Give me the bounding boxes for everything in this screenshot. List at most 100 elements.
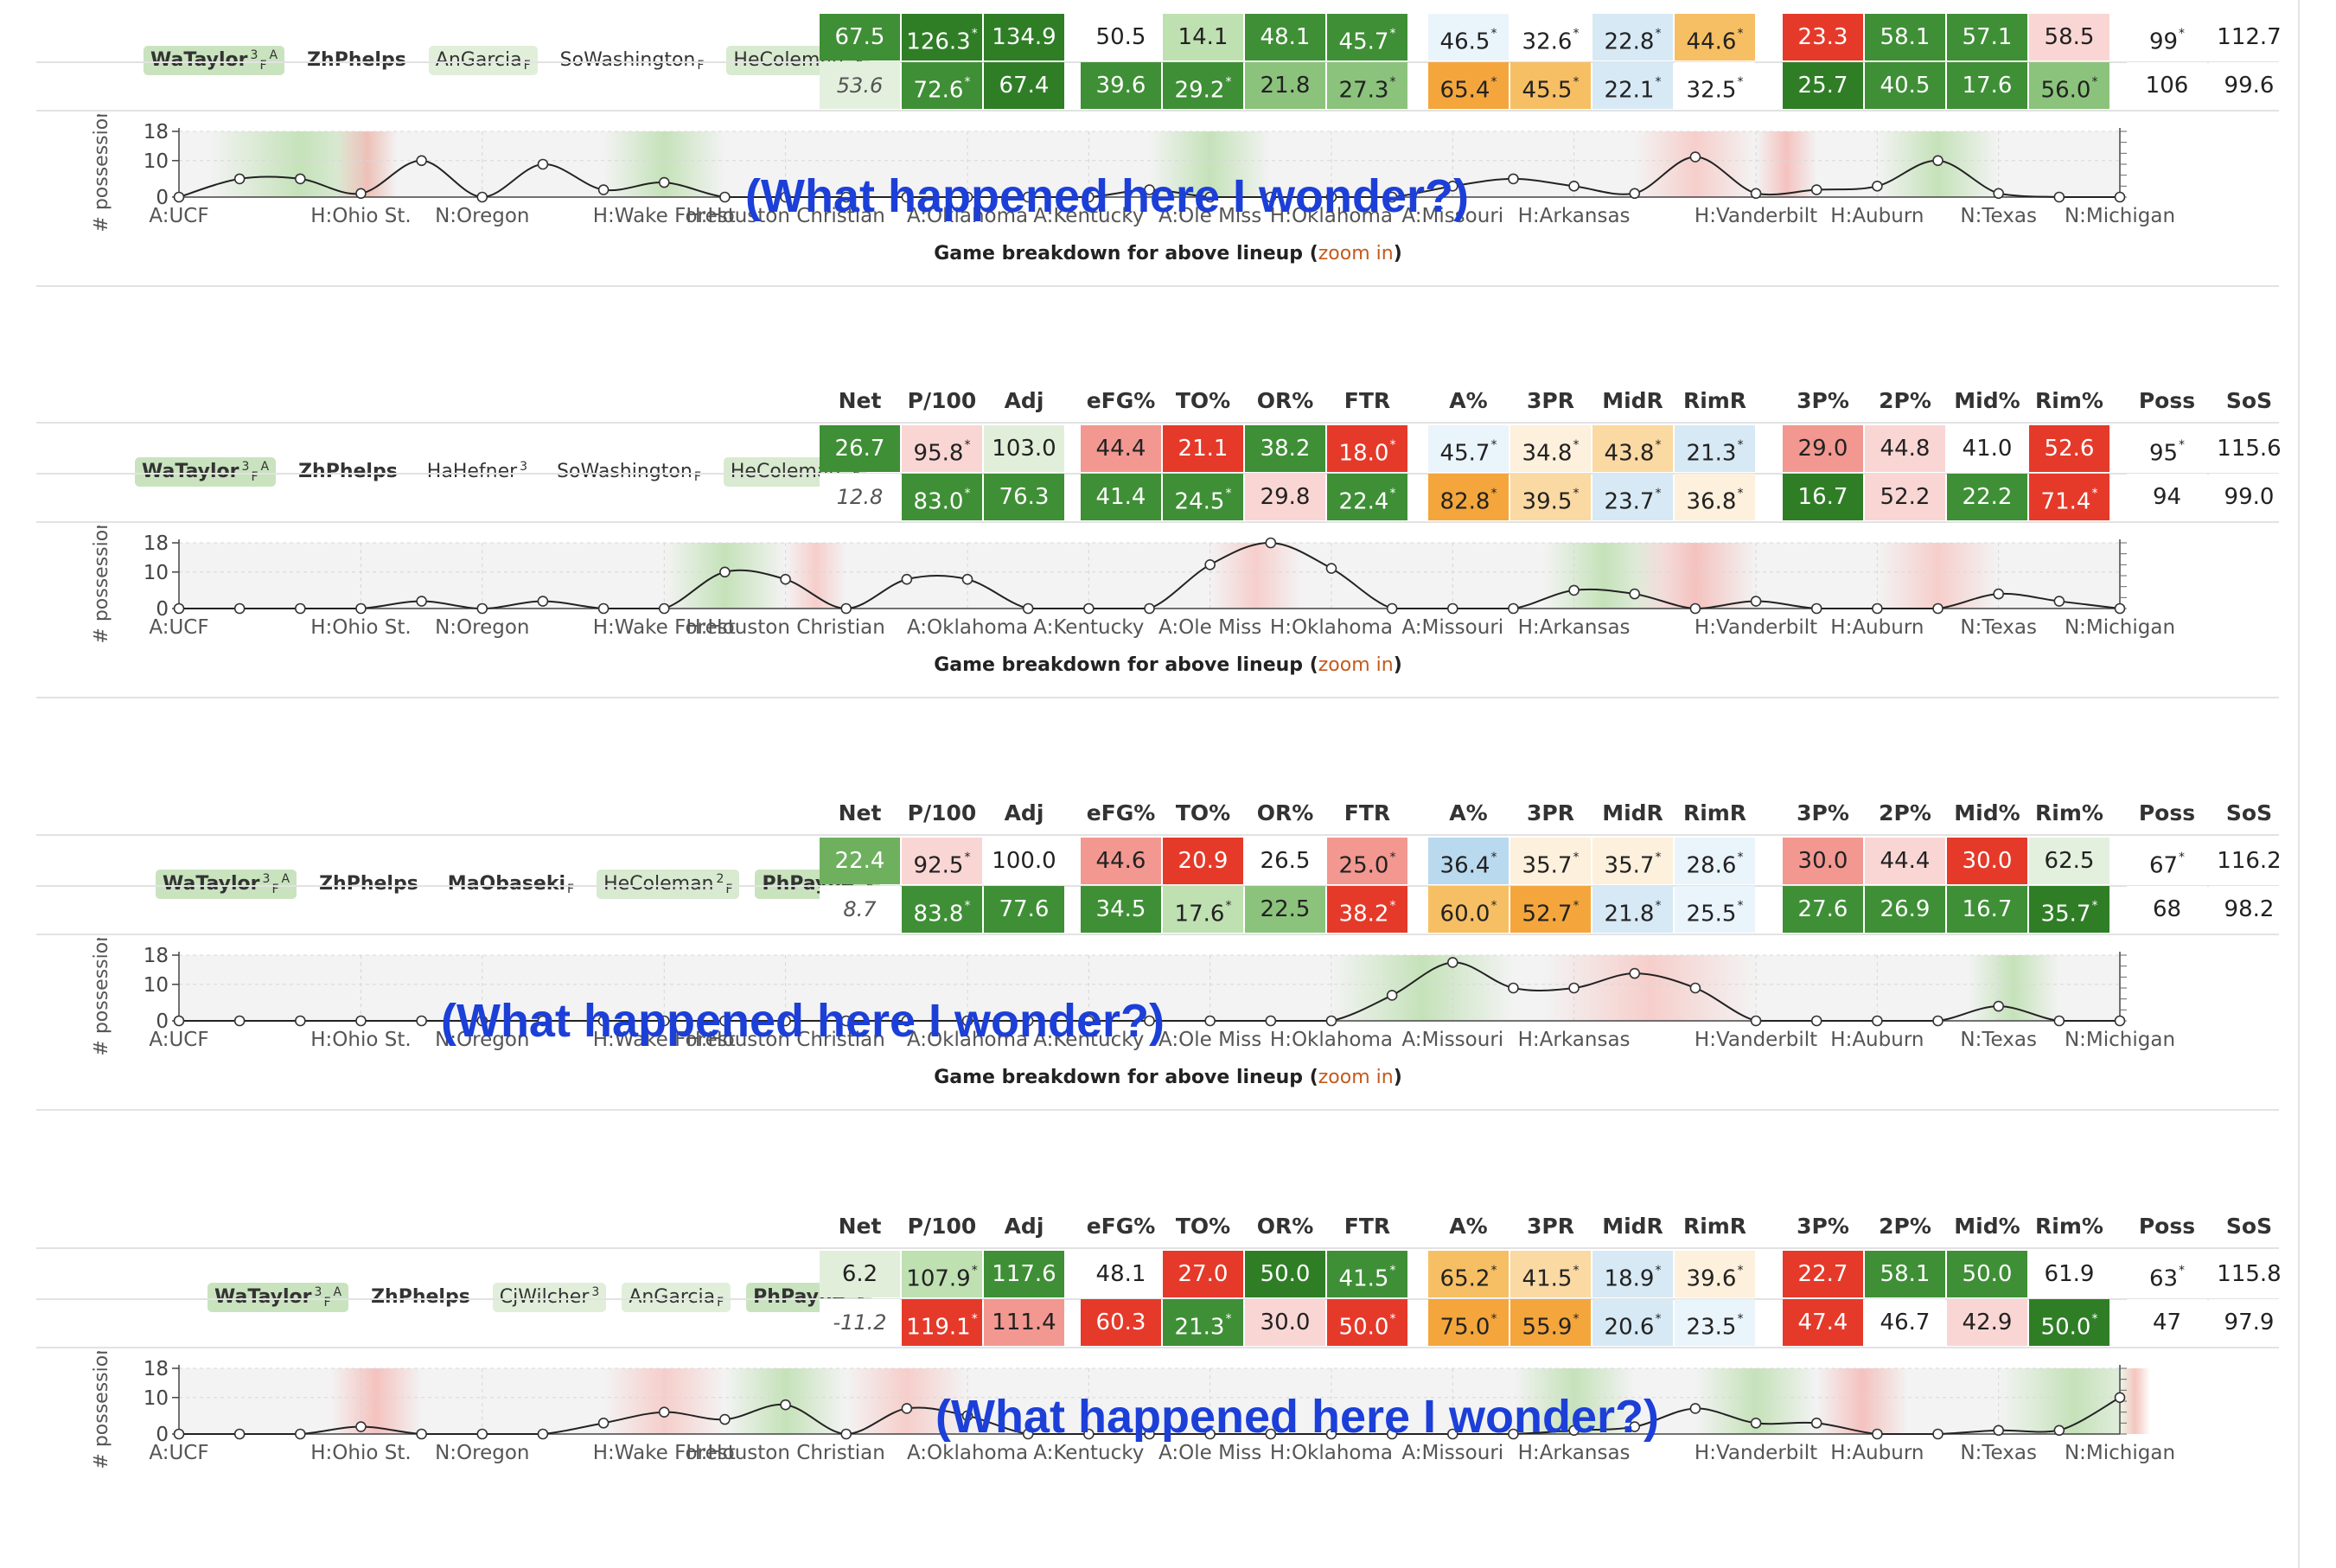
header-divider: [36, 422, 2279, 424]
stat-value: 38.2: [1260, 436, 1311, 462]
significance-marker: *: [1225, 487, 1232, 500]
player-chip-zhphelps[interactable]: ZhPhelps: [312, 870, 425, 899]
stat-value: 99: [2148, 29, 2179, 55]
possessions-point: [295, 1015, 306, 1027]
stat-value: 44.8: [1880, 436, 1931, 462]
player-chip-wataylor[interactable]: WaTaylor 3 F A: [135, 457, 277, 487]
column-header-or: OR%: [1256, 800, 1314, 825]
player-name: ZhPhelps: [371, 1286, 470, 1308]
zoom-in-link[interactable]: zoom in: [1318, 1067, 1394, 1088]
stat-value: 50.0: [1962, 1261, 2013, 1287]
possessions-point: [840, 191, 852, 203]
stat-cell-poss: 99*: [2127, 14, 2207, 61]
stat-value: 57.1: [1962, 24, 2013, 50]
stat-cell-mid: 17.6: [1947, 62, 2027, 109]
possessions-point: [1083, 602, 1095, 615]
player-chip-sowashington[interactable]: SoWashington F: [550, 457, 708, 487]
stat-value: 50.5: [1095, 24, 1146, 50]
significance-marker: *: [964, 75, 971, 89]
x-tick-label: H:Wake Forest: [593, 1442, 736, 1464]
column-header-net: Net: [838, 388, 882, 413]
stat-cell-to: 24.5*: [1163, 474, 1243, 520]
possessions-point: [355, 1421, 367, 1432]
x-tick-label: A:UCF: [149, 1029, 208, 1051]
y-tick-label: 10: [144, 1387, 169, 1410]
possessions-point: [476, 191, 488, 203]
significance-marker: *: [1655, 487, 1662, 500]
column-header-ftr: FTR: [1344, 1214, 1391, 1239]
zoom-in-link[interactable]: zoom in: [1318, 243, 1394, 265]
possessions-point: [1144, 184, 1155, 195]
column-header-midr: MidR: [1602, 388, 1663, 413]
stats-header-row: Net P/100 Adj eFG% TO% OR% FTR A% 3PR MidR RimR 3P%…: [0, 793, 2336, 834]
stat-cell-3pr: 39.5*: [1510, 474, 1591, 520]
x-tick-label: A:Kentucky: [1033, 1442, 1144, 1464]
stat-cell-net: 67.5: [820, 14, 900, 61]
offense-stats-row: 6.2 107.9* 117.6 48.1 27.0 50.0 41.5* 65.2* 41.5…: [0, 1249, 2336, 1297]
y-axis-label: # possessions: [91, 526, 112, 644]
player-chip-zhphelps[interactable]: ZhPhelps: [300, 46, 413, 75]
significance-marker: *: [1655, 1312, 1662, 1326]
performance-band: [603, 1368, 725, 1434]
player-chip-maobaseki[interactable]: MaObaseki F: [441, 870, 581, 899]
stat-value: 45.7: [1439, 440, 1490, 467]
column-header-efg: eFG%: [1086, 1214, 1156, 1239]
stat-value: 23.5: [1686, 1314, 1737, 1341]
stat-cell-mid: 57.1: [1947, 14, 2027, 61]
player-chip-zhphelps[interactable]: ZhPhelps: [291, 457, 405, 487]
player-chip-zhphelps[interactable]: ZhPhelps: [364, 1283, 477, 1312]
stat-cell-mid: 41.0: [1947, 425, 2027, 472]
stat-value: 103.0: [992, 436, 1056, 462]
stat-value: 58.1: [1880, 24, 1931, 50]
significance-marker: *: [964, 438, 971, 452]
offense-stats-row: 22.4 92.5* 100.0 44.6 20.9 26.5 25.0* 36.4* 35.7…: [0, 836, 2336, 884]
x-tick-label: A:Ole Miss: [1158, 616, 1261, 639]
stat-cell-midr: 43.8*: [1592, 425, 1673, 472]
significance-marker: *: [964, 899, 971, 913]
breakdown-close-paren: ): [1393, 654, 1402, 676]
column-header-to: TO%: [1175, 800, 1231, 825]
player-chip-hahefner[interactable]: HaHefner 3: [420, 457, 534, 487]
stat-cell-rim: 52.6: [2029, 425, 2109, 472]
possessions-point: [2053, 191, 2065, 203]
player-chip-angarcia[interactable]: AnGarcia F: [622, 1283, 731, 1312]
stat-cell-ftr: 18.0*: [1327, 425, 1407, 472]
possessions-point: [173, 1015, 185, 1027]
stat-value: 100.0: [992, 848, 1056, 874]
possessions-point: [1083, 1015, 1095, 1027]
x-tick-label: H:Oklahoma: [1270, 616, 1393, 639]
x-tick-label: N:Michigan: [2065, 616, 2175, 639]
possessions-point: [1810, 1418, 1822, 1429]
significance-marker: *: [2179, 851, 2186, 864]
stat-value: 41.5: [1522, 1265, 1573, 1292]
x-tick-label: N:Texas: [1960, 1442, 2037, 1464]
possessions-point: [1689, 602, 1701, 615]
possessions-point: [1446, 957, 1458, 968]
zoom-in-link[interactable]: zoom in: [1318, 654, 1394, 676]
player-chip-wataylor[interactable]: WaTaylor 3 F A: [207, 1283, 349, 1312]
performance-band: [1513, 1368, 1635, 1434]
stat-value: 17.6: [1174, 901, 1225, 927]
stat-value: 50.0: [1260, 1261, 1311, 1287]
performance-band: [846, 1368, 968, 1434]
stat-value: 97.9: [2224, 1310, 2275, 1335]
possessions-point: [719, 191, 731, 203]
y-tick-label: 18: [144, 1358, 169, 1380]
player-chip-angarcia[interactable]: AnGarcia F: [428, 46, 538, 75]
stat-value: 30.0: [1962, 848, 2013, 874]
player-chip-wataylor[interactable]: WaTaylor 3 F A: [156, 870, 297, 899]
significance-marker: *: [1490, 27, 1497, 41]
player-position-marker: F: [725, 883, 733, 896]
possessions-point: [1750, 188, 1762, 200]
player-chip-cjwilcher[interactable]: CjWilcher 3: [492, 1283, 607, 1312]
player-chip-sowashington[interactable]: SoWashington F: [553, 46, 712, 75]
significance-marker: *: [1389, 1312, 1396, 1326]
possessions-point: [840, 602, 852, 615]
player-chip-wataylor[interactable]: WaTaylor 3 F A: [144, 46, 285, 75]
possessions-point: [780, 1015, 791, 1027]
possessions-point: [1629, 1421, 1641, 1432]
stat-value: 44.4: [1880, 848, 1931, 874]
stat-value: 42.9: [1962, 1310, 2013, 1335]
stat-cell-ftr: 25.0*: [1327, 838, 1407, 884]
